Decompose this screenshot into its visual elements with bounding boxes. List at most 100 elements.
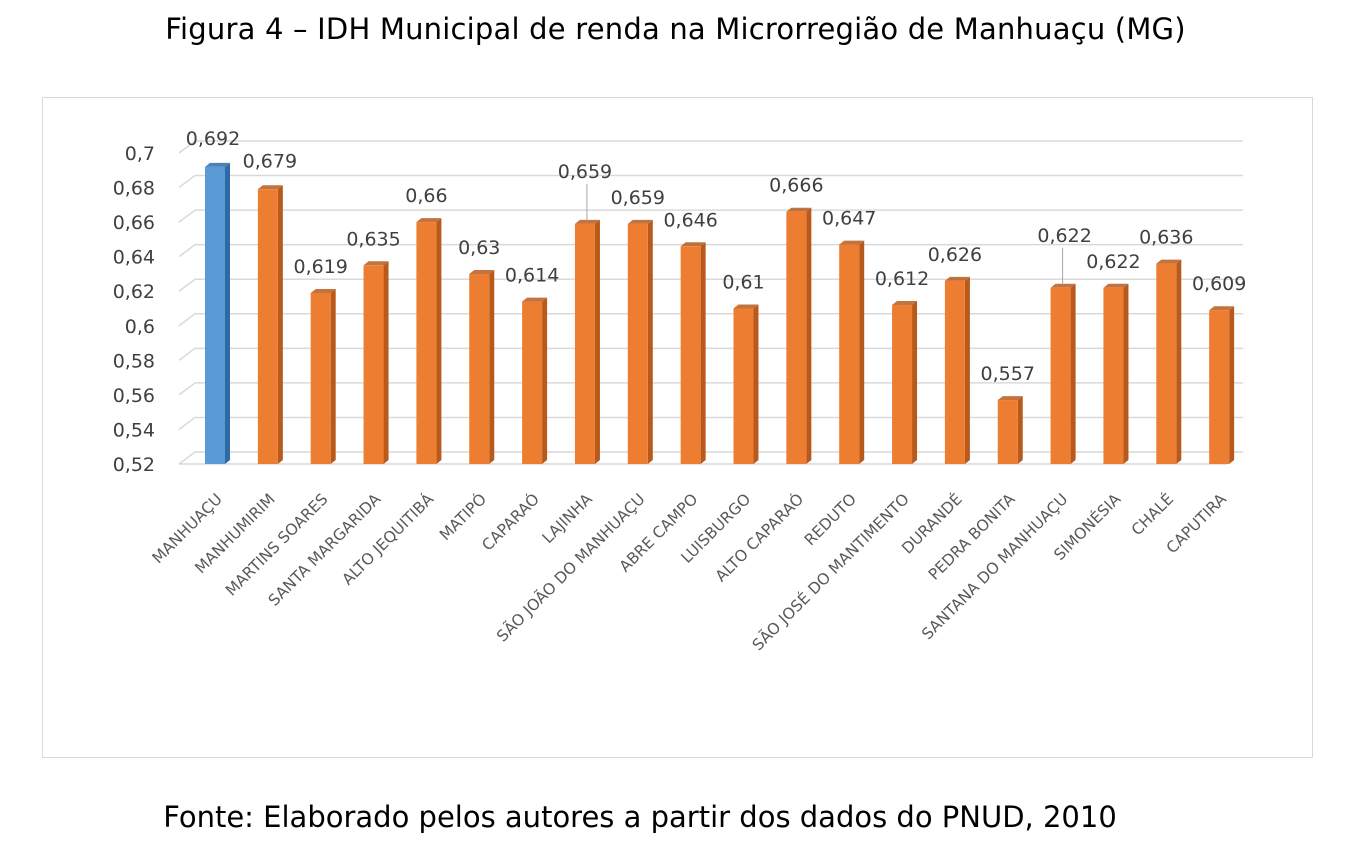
bar-top [574, 219, 600, 224]
bar-side [1176, 259, 1182, 464]
data-label: 0,626 [928, 244, 982, 266]
bar-front [310, 292, 331, 464]
bar-side [700, 242, 706, 464]
bar [1050, 283, 1076, 464]
bar [1209, 306, 1235, 464]
y-tick-label: 0,6 [125, 316, 155, 338]
gridline [178, 209, 1243, 223]
y-tick-label: 0,56 [113, 385, 155, 407]
bar [363, 261, 389, 464]
data-label: 0,679 [243, 150, 297, 172]
bar-front [839, 244, 860, 464]
bar-top [892, 301, 918, 306]
bar-front [944, 280, 965, 464]
bar-front [257, 189, 278, 464]
x-tick-label: MATIPÓ [435, 489, 490, 544]
bar-top [1050, 283, 1076, 288]
data-label: 0,666 [769, 175, 823, 197]
bar-front [1156, 263, 1177, 464]
bar-top [944, 276, 970, 281]
bar-front [997, 400, 1018, 464]
data-label: 0,619 [293, 256, 347, 278]
bar-side [489, 269, 495, 464]
bar-side [436, 218, 442, 464]
bar-side [330, 288, 336, 464]
gridline [178, 451, 1243, 465]
bar-chart: 0,520,540,560,580,60,620,640,660,680,70,… [113, 128, 1247, 654]
bar [786, 207, 812, 464]
data-label: 0,659 [611, 187, 665, 209]
gridline [178, 243, 1243, 258]
gridline [178, 278, 1243, 292]
data-label: 0,659 [558, 161, 612, 183]
bar-top [680, 242, 706, 247]
bar-top [1103, 283, 1129, 288]
bar-side [225, 162, 230, 465]
bar [733, 304, 759, 464]
bar-side [383, 261, 389, 464]
bar-front [469, 273, 490, 464]
bar [892, 301, 918, 464]
gridline [178, 347, 1243, 361]
bar-side [1229, 306, 1235, 464]
data-label: 0,635 [346, 228, 400, 250]
data-label: 0,63 [458, 237, 500, 259]
bar-top [469, 269, 495, 274]
bars [205, 162, 1235, 465]
data-labels: 0,6920,6790,6190,6350,660,630,6140,6590,… [186, 128, 1247, 385]
bar-top [310, 288, 336, 293]
bar-side [859, 240, 865, 464]
gridline [178, 382, 1243, 396]
bar-side [1070, 283, 1076, 464]
bar-top [786, 207, 812, 212]
bar [310, 288, 336, 464]
bar-top [257, 185, 283, 190]
y-tick-label: 0,54 [113, 419, 155, 441]
bar-front [627, 223, 648, 464]
data-label: 0,647 [822, 208, 876, 230]
bar [574, 219, 600, 464]
bar-side [277, 185, 283, 464]
x-tick-label: ALTO JEQUITIBÁ [338, 489, 438, 589]
bar-front [1050, 287, 1071, 464]
chart-area: 0,52 0,54 0,56 0,58 0,6 0,62 0,64 0,66 0,68 0,7 0,… [42, 97, 1313, 758]
gridline [178, 174, 1243, 189]
bar-front [892, 305, 913, 464]
bar [627, 219, 653, 464]
bar-top [627, 219, 653, 224]
bar [680, 242, 706, 464]
bar-front [205, 166, 225, 465]
data-label: 0,61 [722, 272, 764, 294]
bar [257, 185, 283, 464]
bar-top [416, 218, 442, 223]
gridline [178, 140, 1243, 154]
bar-front [1209, 310, 1230, 464]
bar [1156, 259, 1182, 464]
data-label: 0,557 [981, 363, 1035, 385]
y-tick-label: 0,68 [113, 178, 155, 200]
y-tick-label: 0,64 [113, 247, 155, 269]
y-tick-label: 0,7 [125, 143, 155, 165]
bar-top [733, 304, 759, 309]
bar-top [205, 162, 230, 167]
bar-front [733, 308, 754, 464]
figure-source: Fonte: Elaborado pelos autores a partir … [163, 800, 1117, 834]
bar-side [1017, 396, 1023, 464]
bar [997, 396, 1023, 464]
y-tick-label: 0,52 [113, 454, 155, 476]
bar-top [363, 261, 389, 266]
data-label: 0,636 [1139, 227, 1193, 249]
data-label: 0,609 [1192, 273, 1246, 295]
y-tick-label: 0,66 [113, 212, 155, 234]
bar [944, 276, 970, 464]
gridlines [178, 140, 1243, 465]
y-tick-label: 0,58 [113, 350, 155, 372]
bar-top [1156, 259, 1182, 264]
data-label: 0,66 [405, 185, 447, 207]
bar-side [964, 276, 970, 464]
bar-front [363, 265, 384, 464]
bar-side [1123, 283, 1129, 464]
figure-title: Figura 4 – IDH Municipal de renda na Mic… [165, 12, 1186, 46]
bar-side [647, 219, 653, 464]
